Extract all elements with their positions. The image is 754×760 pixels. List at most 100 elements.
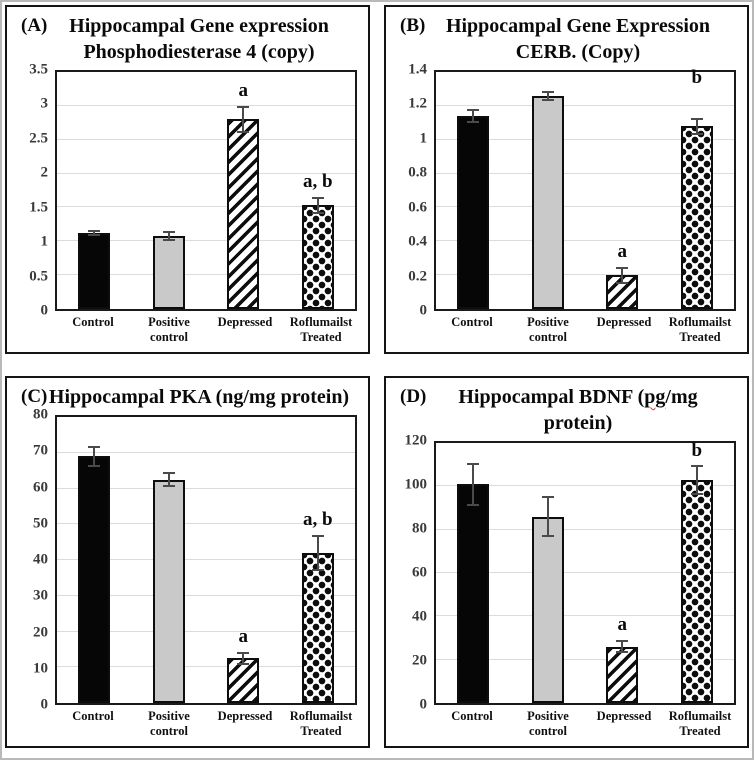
y-tick-label: 3.5 [29,61,48,78]
error-bar [88,445,101,468]
bar-roflumailst-treated [301,552,334,703]
gridline [436,485,734,487]
gridline [436,172,734,174]
error-bar-part [167,472,170,487]
chart-title-line: Phosphodiesterase 4 (copy) [83,41,315,63]
error-bar [541,496,554,538]
y-axis: 0 0.5 1 1.5 2 2.5 3 3.5 [13,62,55,319]
x-category-label: Control [451,315,493,329]
error-bar-part [316,197,319,214]
bar-depressed [606,646,639,703]
y-tick-label: 60 [33,479,48,495]
misspelled-word: pg [644,386,666,408]
y-tick-label: 0.2 [408,268,427,285]
y-tick-label: 80 [33,406,48,423]
x-axis-labels: Control Positive control Depressed Roflumai… [55,705,359,741]
gridline [57,630,355,632]
error-bar-part [621,266,624,284]
bar-control [78,456,111,703]
gridline [436,104,734,106]
gridline [57,666,355,668]
x-category-label: Depressed [596,315,652,329]
error-bar [237,651,250,665]
gridline [436,206,734,208]
error-bar [616,640,629,654]
y-tick-label: 0.8 [408,164,427,181]
x-category-label: Roflumailst Treated [289,709,353,738]
gridline [57,594,355,596]
plot-area: a a, b [55,415,357,705]
chart-title-line: Hippocampal PKA (ng/mg protein) [48,386,350,408]
bar-roflumailst-treated [680,479,713,703]
gridline [436,572,734,573]
bar-annotation: a [617,614,628,636]
y-tick-label: 120 [404,432,428,449]
error-bar-part [88,233,101,236]
y-tick-label: 1.4 [408,61,427,78]
bar-annotation: b [691,440,703,462]
error-bar-part [167,231,170,241]
panel-letter: (A) [21,15,48,36]
y-tick-label: 0 [419,696,428,713]
y-tick-label: 30 [33,587,48,604]
gridline [57,240,355,242]
bar-annotation: a [238,625,249,647]
y-tick-label: 20 [412,652,427,669]
error-bar-part [242,105,245,133]
gridline [57,559,355,560]
error-bar-part [162,238,175,241]
bar-positive-control [531,516,564,703]
error-bar [162,231,175,241]
x-category-label: Roflumailst Treated [668,315,732,344]
y-tick-label: 1 [419,130,428,147]
error-bar-part [162,231,175,234]
error-bar-part [690,493,703,495]
y-tick-label: 10 [33,660,48,677]
bar-annotation: a [238,79,249,101]
error-bar [467,462,480,506]
panel-b-creb: (B) Hippocampal Gene Expression CERB. (C… [384,5,749,354]
error-bar-part [311,197,324,200]
gridline [436,274,734,276]
plot-area: a a, b [55,70,357,311]
error-bar-part [162,484,175,487]
error-bar-part [541,98,554,101]
chart-area: 0 0.5 1 1.5 2 2.5 3 3.5 a a, b [13,62,359,319]
bar-control [78,233,111,309]
error-bar-part [467,503,480,506]
bar-annotation: a, b [302,171,333,193]
x-category-label: Control [72,709,114,723]
error-bar-part [237,130,250,133]
gridline [436,658,734,660]
bar-positive-control [531,95,564,309]
panel-header: (B) Hippocampal Gene Expression CERB. (C… [400,13,734,65]
y-tick-label: 3 [40,95,49,112]
bar-annotation: b [691,67,703,89]
error-bar-part [237,651,250,654]
gridline [57,172,355,174]
error-bar [162,472,175,487]
x-axis-labels: Control Positive control Depressed Roflumail… [55,311,359,347]
error-bar-part [237,105,250,108]
error-bar-part [621,640,624,654]
gridline [436,528,734,530]
x-category-label: Positive control [527,315,569,344]
gridline [436,138,734,140]
chart-title-line: CERB. (Copy) [515,41,641,63]
y-tick-label: 20 [33,624,48,640]
error-bar [88,230,101,236]
error-bar-part [88,465,101,468]
error-bar [690,464,703,495]
gridline [57,487,355,489]
y-tick-label: 40 [33,551,48,568]
gridline [57,206,355,208]
error-bar [616,266,629,284]
error-bar-part [690,117,703,120]
panel-a-pde4: (A) Hippocampal Gene expression Phosphod… [5,5,370,354]
y-tick-label: 50 [33,515,48,532]
error-bar [311,197,324,214]
chart-title-line: Hippocampal Gene expression [69,15,329,37]
error-bar-part [93,445,96,468]
